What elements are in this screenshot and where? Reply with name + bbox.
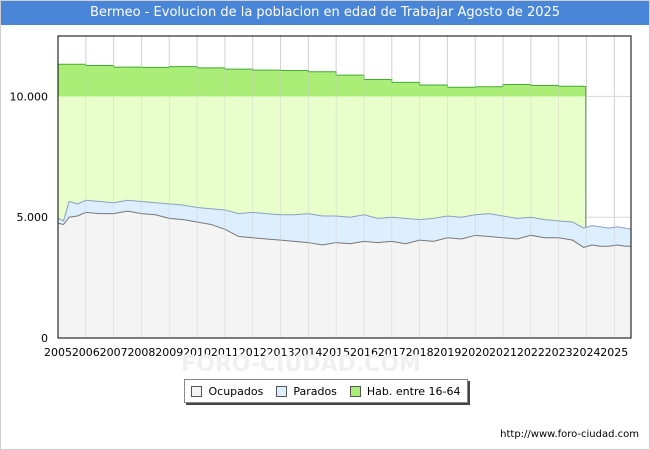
x-tick-label: 2014: [294, 346, 322, 359]
axes: [57, 35, 632, 339]
series-area-hab-upper: [58, 64, 586, 97]
series-areas: [57, 36, 632, 338]
x-tick-label: 2017: [378, 346, 406, 359]
x-tick-label: 2018: [406, 346, 434, 359]
watermark-text: FORO-CIUDAD.COM: [181, 352, 421, 377]
x-tick-label: 2023: [545, 346, 573, 359]
x-tick-label: 2008: [127, 346, 155, 359]
chart-title: Bermeo - Evolucion de la poblacion en ed…: [1, 1, 649, 25]
x-tick-label: 2009: [155, 346, 183, 359]
legend: Ocupados Parados Hab. entre 16-64: [184, 379, 468, 403]
x-tick-label: 2019: [433, 346, 461, 359]
legend-item-hab: Hab. entre 16-64: [349, 384, 461, 398]
legend-item-parados: Parados: [276, 385, 337, 398]
source-url: http://www.foro-ciudad.com: [500, 429, 639, 440]
x-tick-label: 2007: [100, 346, 128, 359]
x-tick-label: 2006: [72, 346, 100, 359]
x-tick-label: 2012: [239, 346, 267, 359]
x-tick-label: 2024: [572, 346, 600, 359]
legend-item-ocupados: Ocupados: [191, 385, 263, 398]
series-line-parados: [57, 199, 632, 230]
plot-border: [57, 35, 632, 339]
series-area-ocupados: [58, 211, 631, 338]
y-tick-label: 0: [41, 332, 48, 345]
tick-labels: 2005 2006 2007 2008 2009 2010 2011 2012 2013 2014…: [10, 90, 629, 359]
x-tick-label: 2022: [517, 346, 545, 359]
x-tick-label: 2021: [489, 346, 517, 359]
x-tick-label: 2020: [461, 346, 489, 359]
legend-label-ocupados: Ocupados: [208, 384, 264, 398]
x-tick-label: 2025: [600, 346, 628, 359]
x-tick-label: 2015: [322, 346, 350, 359]
legend-label-hab: Hab. entre 16-64: [366, 384, 461, 398]
legend-label-parados: Parados: [293, 384, 337, 398]
x-tick-label: 2005: [44, 346, 72, 359]
legend-swatch-parados: [276, 385, 288, 397]
legend-swatch-hab: [349, 385, 361, 397]
x-tick-label: 2010: [183, 346, 211, 359]
y-tick-label: 10.000: [10, 90, 49, 103]
x-tick-label: 2013: [267, 346, 295, 359]
legend-swatch-ocupados: [191, 385, 203, 397]
x-tick-label: 2016: [350, 346, 378, 359]
series-line-ocupados: [57, 210, 631, 248]
y-tick-label: 5.000: [17, 211, 49, 224]
x-tick-label: 2011: [211, 346, 239, 359]
